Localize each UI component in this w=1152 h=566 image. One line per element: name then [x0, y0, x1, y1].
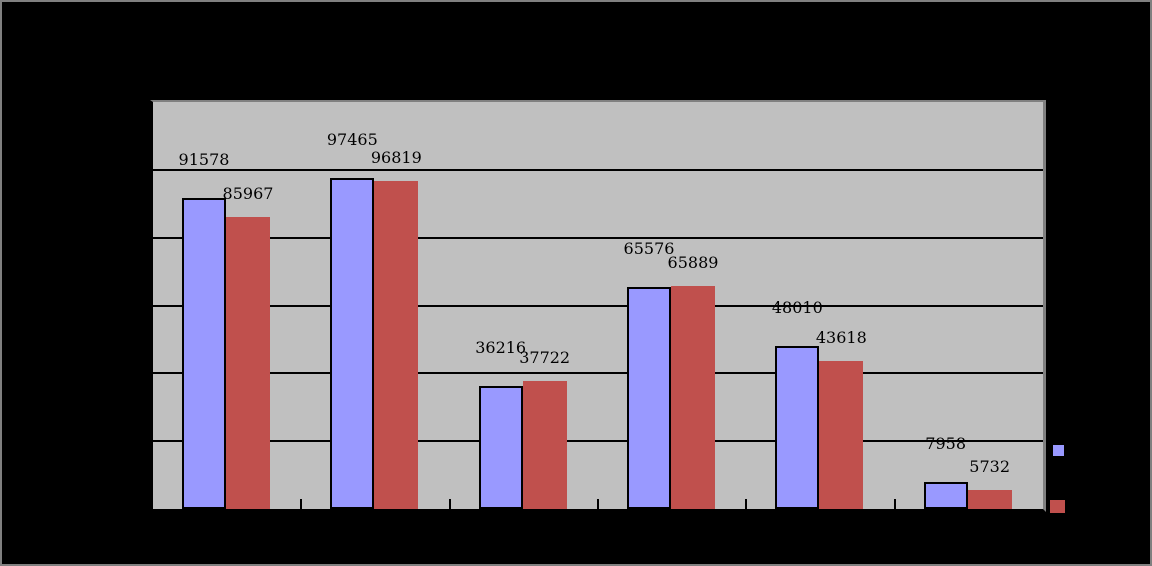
bar-series-1-cat3 [478, 386, 523, 509]
data-label-series-2-cat1: 85967 [222, 184, 274, 204]
gridline [153, 168, 1043, 171]
bar-series-1-cat4 [627, 286, 671, 509]
data-label-series-1-cat3: 36216 [475, 338, 527, 358]
bar-series-1-cat2 [330, 178, 375, 509]
bar-series-1-cat6 [923, 482, 968, 509]
x-axis-tick [745, 499, 748, 509]
bar-series-2-cat1 [226, 217, 270, 509]
data-label-series-2-cat3: 37722 [519, 348, 571, 368]
gridline [153, 304, 1043, 307]
data-label-series-2-cat4: 65889 [667, 252, 719, 272]
data-label-series-1-cat6: 7958 [925, 434, 967, 454]
gridline [153, 372, 1043, 375]
bar-series-2-cat2 [374, 180, 419, 509]
data-label-series-2-cat6: 5732 [969, 456, 1011, 476]
bar-series-2-cat6 [967, 489, 1012, 509]
data-label-series-1-cat5: 48010 [771, 298, 823, 318]
bar-series-1-cat5 [775, 346, 820, 509]
data-label-series-1-cat1: 91578 [178, 150, 230, 170]
x-axis-tick [448, 499, 451, 509]
bar-series-1-cat1 [182, 198, 226, 509]
gridline [153, 440, 1043, 443]
legend-key-series-1 [1053, 445, 1064, 456]
data-label-series-2-cat2: 96819 [370, 147, 422, 167]
plot-area: 91578 97465 36216 65576 48010 7958 85967 96819 3… [150, 100, 1046, 512]
data-label-series-2-cat5: 43618 [815, 328, 867, 348]
gridline [153, 236, 1043, 239]
x-axis-tick [597, 499, 599, 509]
legend-key-series-2 [1050, 500, 1065, 513]
data-label-series-1-cat2: 97465 [326, 130, 378, 150]
data-label-series-1-cat4: 65576 [623, 238, 675, 258]
bar-series-2-cat4 [671, 285, 715, 509]
bar-series-2-cat5 [819, 361, 864, 509]
plot-inner: 91578 97465 36216 65576 48010 7958 85967 96819 3… [153, 102, 1043, 509]
x-axis-tick [300, 499, 303, 509]
bar-series-2-cat3 [522, 381, 567, 509]
x-axis-tick [893, 499, 896, 509]
